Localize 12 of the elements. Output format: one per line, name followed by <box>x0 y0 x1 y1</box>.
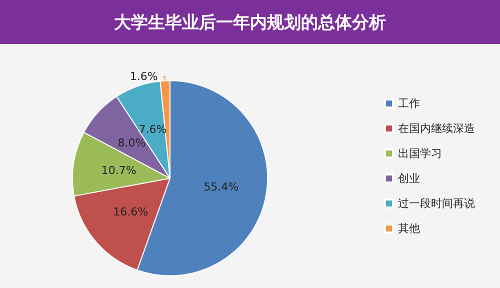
legend-label: 工作 <box>398 97 420 110</box>
data-label: 16.6% <box>113 205 148 218</box>
data-label: 1.6% <box>130 70 158 84</box>
data-label: 10.7% <box>101 164 136 177</box>
data-label: 8.0% <box>118 136 146 150</box>
legend-label: 在国内继续深造 <box>398 122 475 135</box>
legend-label: 其他 <box>398 222 420 235</box>
legend-label: 创业 <box>398 172 420 185</box>
chart-title: 大学生毕业后一年内规划的总体分析 <box>0 0 500 44</box>
legend-label: 过一段时间再说 <box>398 197 475 210</box>
legend-label: 出国学习 <box>398 147 442 160</box>
data-label: 55.4% <box>204 180 239 194</box>
